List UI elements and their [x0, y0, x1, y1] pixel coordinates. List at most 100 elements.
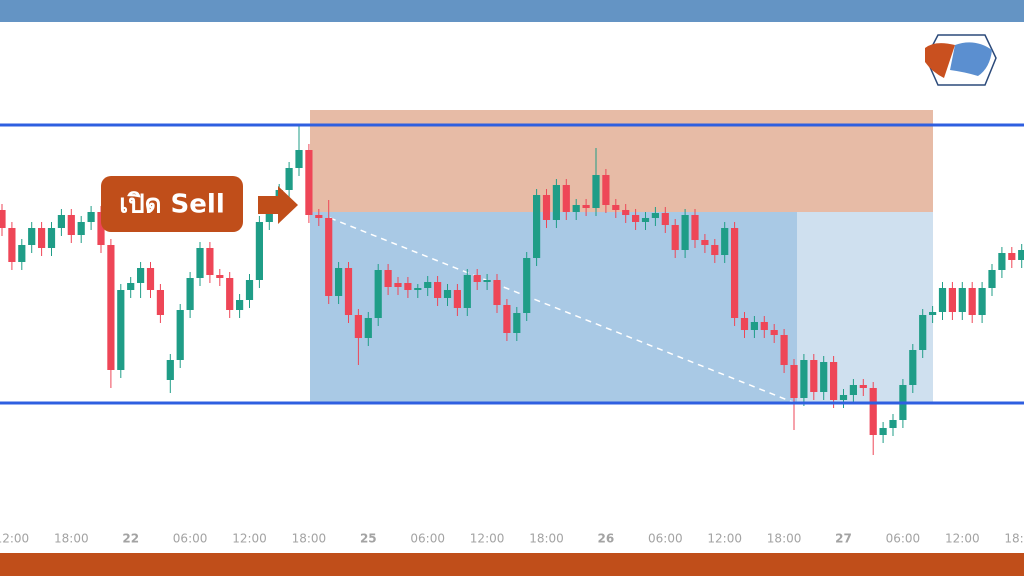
candle-body: [354, 315, 362, 338]
candle-body: [424, 282, 432, 288]
candle-body: [305, 150, 313, 215]
x-tick-label: 18:00: [767, 532, 802, 546]
candle-body: [206, 248, 214, 275]
candle-body: [671, 225, 679, 250]
candle-body: [463, 275, 471, 308]
candle-body: [810, 360, 818, 392]
candle-body: [325, 218, 333, 296]
candle-body: [87, 212, 95, 222]
x-tick-label: 18:00: [529, 532, 564, 546]
candle-body: [344, 268, 353, 315]
candle-body: [760, 322, 768, 330]
candle-body: [731, 228, 739, 318]
candle-body: [146, 268, 155, 290]
candle-body: [335, 268, 343, 296]
candle-body: [374, 270, 382, 318]
candle-body: [533, 195, 541, 258]
x-tick-label: 12:00: [707, 532, 742, 546]
candle-body: [453, 290, 461, 308]
x-tick-label: 12:00: [945, 532, 980, 546]
candle-body: [38, 228, 46, 248]
x-tick-label: 12:00: [0, 532, 29, 546]
candle-body: [820, 362, 828, 392]
candle-body: [226, 278, 234, 310]
candle-body: [958, 288, 966, 312]
stop-zone: [310, 110, 933, 212]
candle-body: [196, 248, 204, 278]
candle-body: [166, 360, 174, 380]
candle-body: [681, 215, 689, 250]
candle-body: [97, 212, 105, 245]
top-bar: [0, 0, 1024, 22]
arrow: [258, 186, 298, 224]
candle-body: [968, 288, 976, 315]
candle-body: [869, 388, 877, 435]
candle-body: [156, 290, 164, 315]
candle-body: [909, 350, 917, 385]
x-tick-label: 18:00: [292, 532, 327, 546]
candle-body: [879, 428, 887, 435]
x-tick-label: 06:00: [410, 532, 445, 546]
x-tick-label: 06:00: [173, 532, 208, 546]
candle-body: [1008, 253, 1016, 260]
annotation-box: [101, 176, 243, 232]
candle-body: [740, 318, 749, 330]
candle-body: [255, 222, 263, 280]
candle-body: [711, 245, 719, 255]
candle-body: [47, 228, 56, 248]
x-tick-label: 18:00: [1004, 532, 1024, 546]
candle-body: [849, 385, 857, 395]
candle-body: [800, 360, 808, 398]
annotation: เปิด Sell: [119, 190, 225, 220]
x-tick-label: 06:00: [648, 532, 683, 546]
candle-body: [721, 228, 729, 255]
candle-body: [770, 330, 778, 335]
bottom-bar: [0, 553, 1024, 576]
candle-body: [503, 305, 511, 333]
candle-body: [513, 313, 521, 333]
candle-body: [186, 278, 194, 310]
candle-body: [57, 215, 65, 228]
x-tick-label: 26: [598, 532, 615, 546]
candle-body: [117, 290, 125, 370]
candle-body: [434, 282, 442, 298]
candle-body: [691, 215, 699, 240]
x-axis: 12:00 18:00 22 06:00 12:00 18:00 25 06:00 12:00 1…: [0, 532, 1024, 546]
candle-body: [315, 215, 323, 218]
profit-zone: [310, 212, 797, 403]
candle-body: [552, 185, 560, 220]
candle-body: [701, 240, 709, 245]
candle-body: [790, 365, 798, 398]
candle-body: [919, 315, 927, 350]
candle-body: [572, 205, 580, 212]
candle-body: [602, 175, 610, 205]
x-tick-label: 12:00: [470, 532, 505, 546]
candle-body: [582, 205, 590, 208]
candle-body: [948, 288, 956, 312]
x-tick-label: 12:00: [232, 532, 267, 546]
candle-body: [384, 270, 392, 287]
candle-body: [0, 210, 6, 228]
candle-body: [493, 280, 501, 305]
logo: [925, 34, 997, 86]
candle-body: [998, 253, 1006, 270]
candle-body: [285, 168, 293, 190]
candle-body: [632, 215, 640, 222]
candle-body: [236, 300, 244, 310]
candle-body: [1018, 250, 1024, 260]
candle-body: [651, 213, 659, 218]
candle-body: [394, 283, 402, 287]
x-tick-label: 06:00: [886, 532, 921, 546]
candle-body: [859, 385, 867, 388]
candle-body: [839, 395, 848, 400]
candle-body: [443, 290, 452, 298]
candle-body: [107, 245, 115, 370]
candle-body: [414, 288, 422, 290]
candle-body: [780, 335, 788, 365]
candle-body: [562, 185, 570, 212]
candle-body: [592, 175, 600, 208]
candle-body: [978, 288, 986, 315]
candle-body: [889, 420, 897, 428]
candle-body: [18, 245, 26, 262]
candle-body: [938, 288, 947, 312]
